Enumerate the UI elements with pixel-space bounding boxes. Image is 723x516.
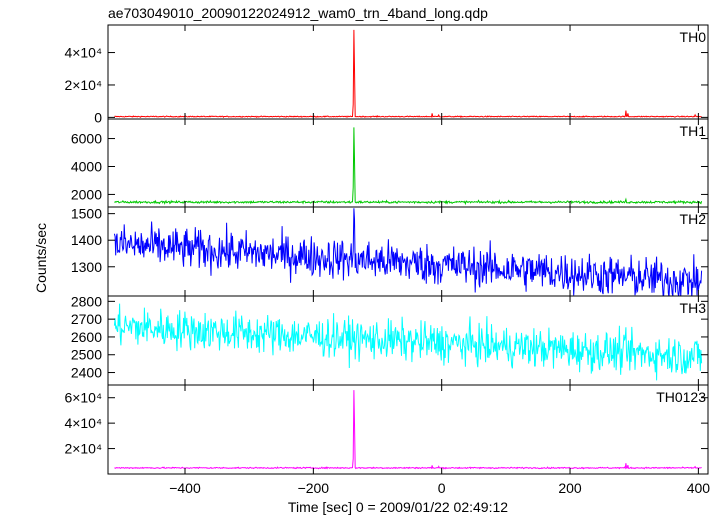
y-tick-label-th0: 4×10⁴ <box>64 45 102 61</box>
y-tick-label-th0: 2×10⁴ <box>64 77 102 93</box>
x-tick-label: 200 <box>558 480 582 496</box>
y-tick-label-th2: 1500 <box>71 206 102 222</box>
panel-frame-th2 <box>107 206 709 297</box>
panel-frame-th0 <box>107 24 709 120</box>
x-tick-label: 0 <box>438 480 446 496</box>
panel-frame-th0123 <box>107 384 709 475</box>
panel-label-th1: TH1 <box>680 123 707 139</box>
y-tick-label-th1: 4000 <box>71 158 102 174</box>
chart-title: ae703049010_20090122024912_wam0_trn_4ban… <box>108 5 488 21</box>
series-line-th1 <box>114 127 703 206</box>
y-tick-label-th1: 6000 <box>71 131 102 147</box>
panel-label-th0: TH0 <box>680 29 707 45</box>
x-axis-label: Time [sec] 0 = 2009/01/22 02:49:12 <box>288 499 508 515</box>
series-line-th2 <box>113 208 703 296</box>
x-tick-label: 400 <box>687 480 711 496</box>
y-tick-label-th3: 2800 <box>71 293 102 309</box>
x-tick-label: −200 <box>298 480 330 496</box>
x-tick-label: −400 <box>169 480 201 496</box>
y-tick-label-th0: 0 <box>94 109 102 125</box>
panel-frame-th1 <box>107 118 709 208</box>
x-tick-labels: −400 −200 0 200 400 <box>169 480 710 496</box>
y-tick-label-th3: 2500 <box>71 347 102 363</box>
panel-th0: 0 2×10⁴ 4×10⁴ TH0 <box>64 24 709 125</box>
panel-label-th3: TH3 <box>680 300 707 316</box>
series-line-th3 <box>113 303 703 381</box>
y-axis-label: Counts/sec <box>33 223 49 293</box>
y-tick-label-th0123: 4×10⁴ <box>64 415 102 431</box>
series-line-th0123 <box>114 390 702 470</box>
y-tick-label-th3: 2600 <box>71 329 102 345</box>
panel-label-th2: TH2 <box>680 211 707 227</box>
y-tick-label-th1: 2000 <box>71 186 102 202</box>
panel-th0123: 2×10⁴ 4×10⁴ 6×10⁴ TH0123 <box>64 384 709 475</box>
panel-th3: 2400 2500 2600 2700 2800 TH3 <box>71 293 709 386</box>
panel-th2: 1300 1400 1500 TH2 <box>71 206 709 297</box>
panels: 0 2×10⁴ 4×10⁴ TH0 2000 4000 6000 TH1 1300 1400 150… <box>64 24 709 475</box>
y-tick-label-th3: 2400 <box>71 365 102 381</box>
panel-label-th0123: TH0123 <box>656 389 706 405</box>
panel-th1: 2000 4000 6000 TH1 <box>71 118 709 208</box>
y-tick-label-th2: 1400 <box>71 232 102 248</box>
y-tick-label-th3: 2700 <box>71 311 102 327</box>
series-line-th0 <box>114 29 702 119</box>
y-tick-label-th0123: 2×10⁴ <box>64 441 102 457</box>
y-tick-label-th0123: 6×10⁴ <box>64 390 102 406</box>
y-tick-label-th2: 1300 <box>71 259 102 275</box>
